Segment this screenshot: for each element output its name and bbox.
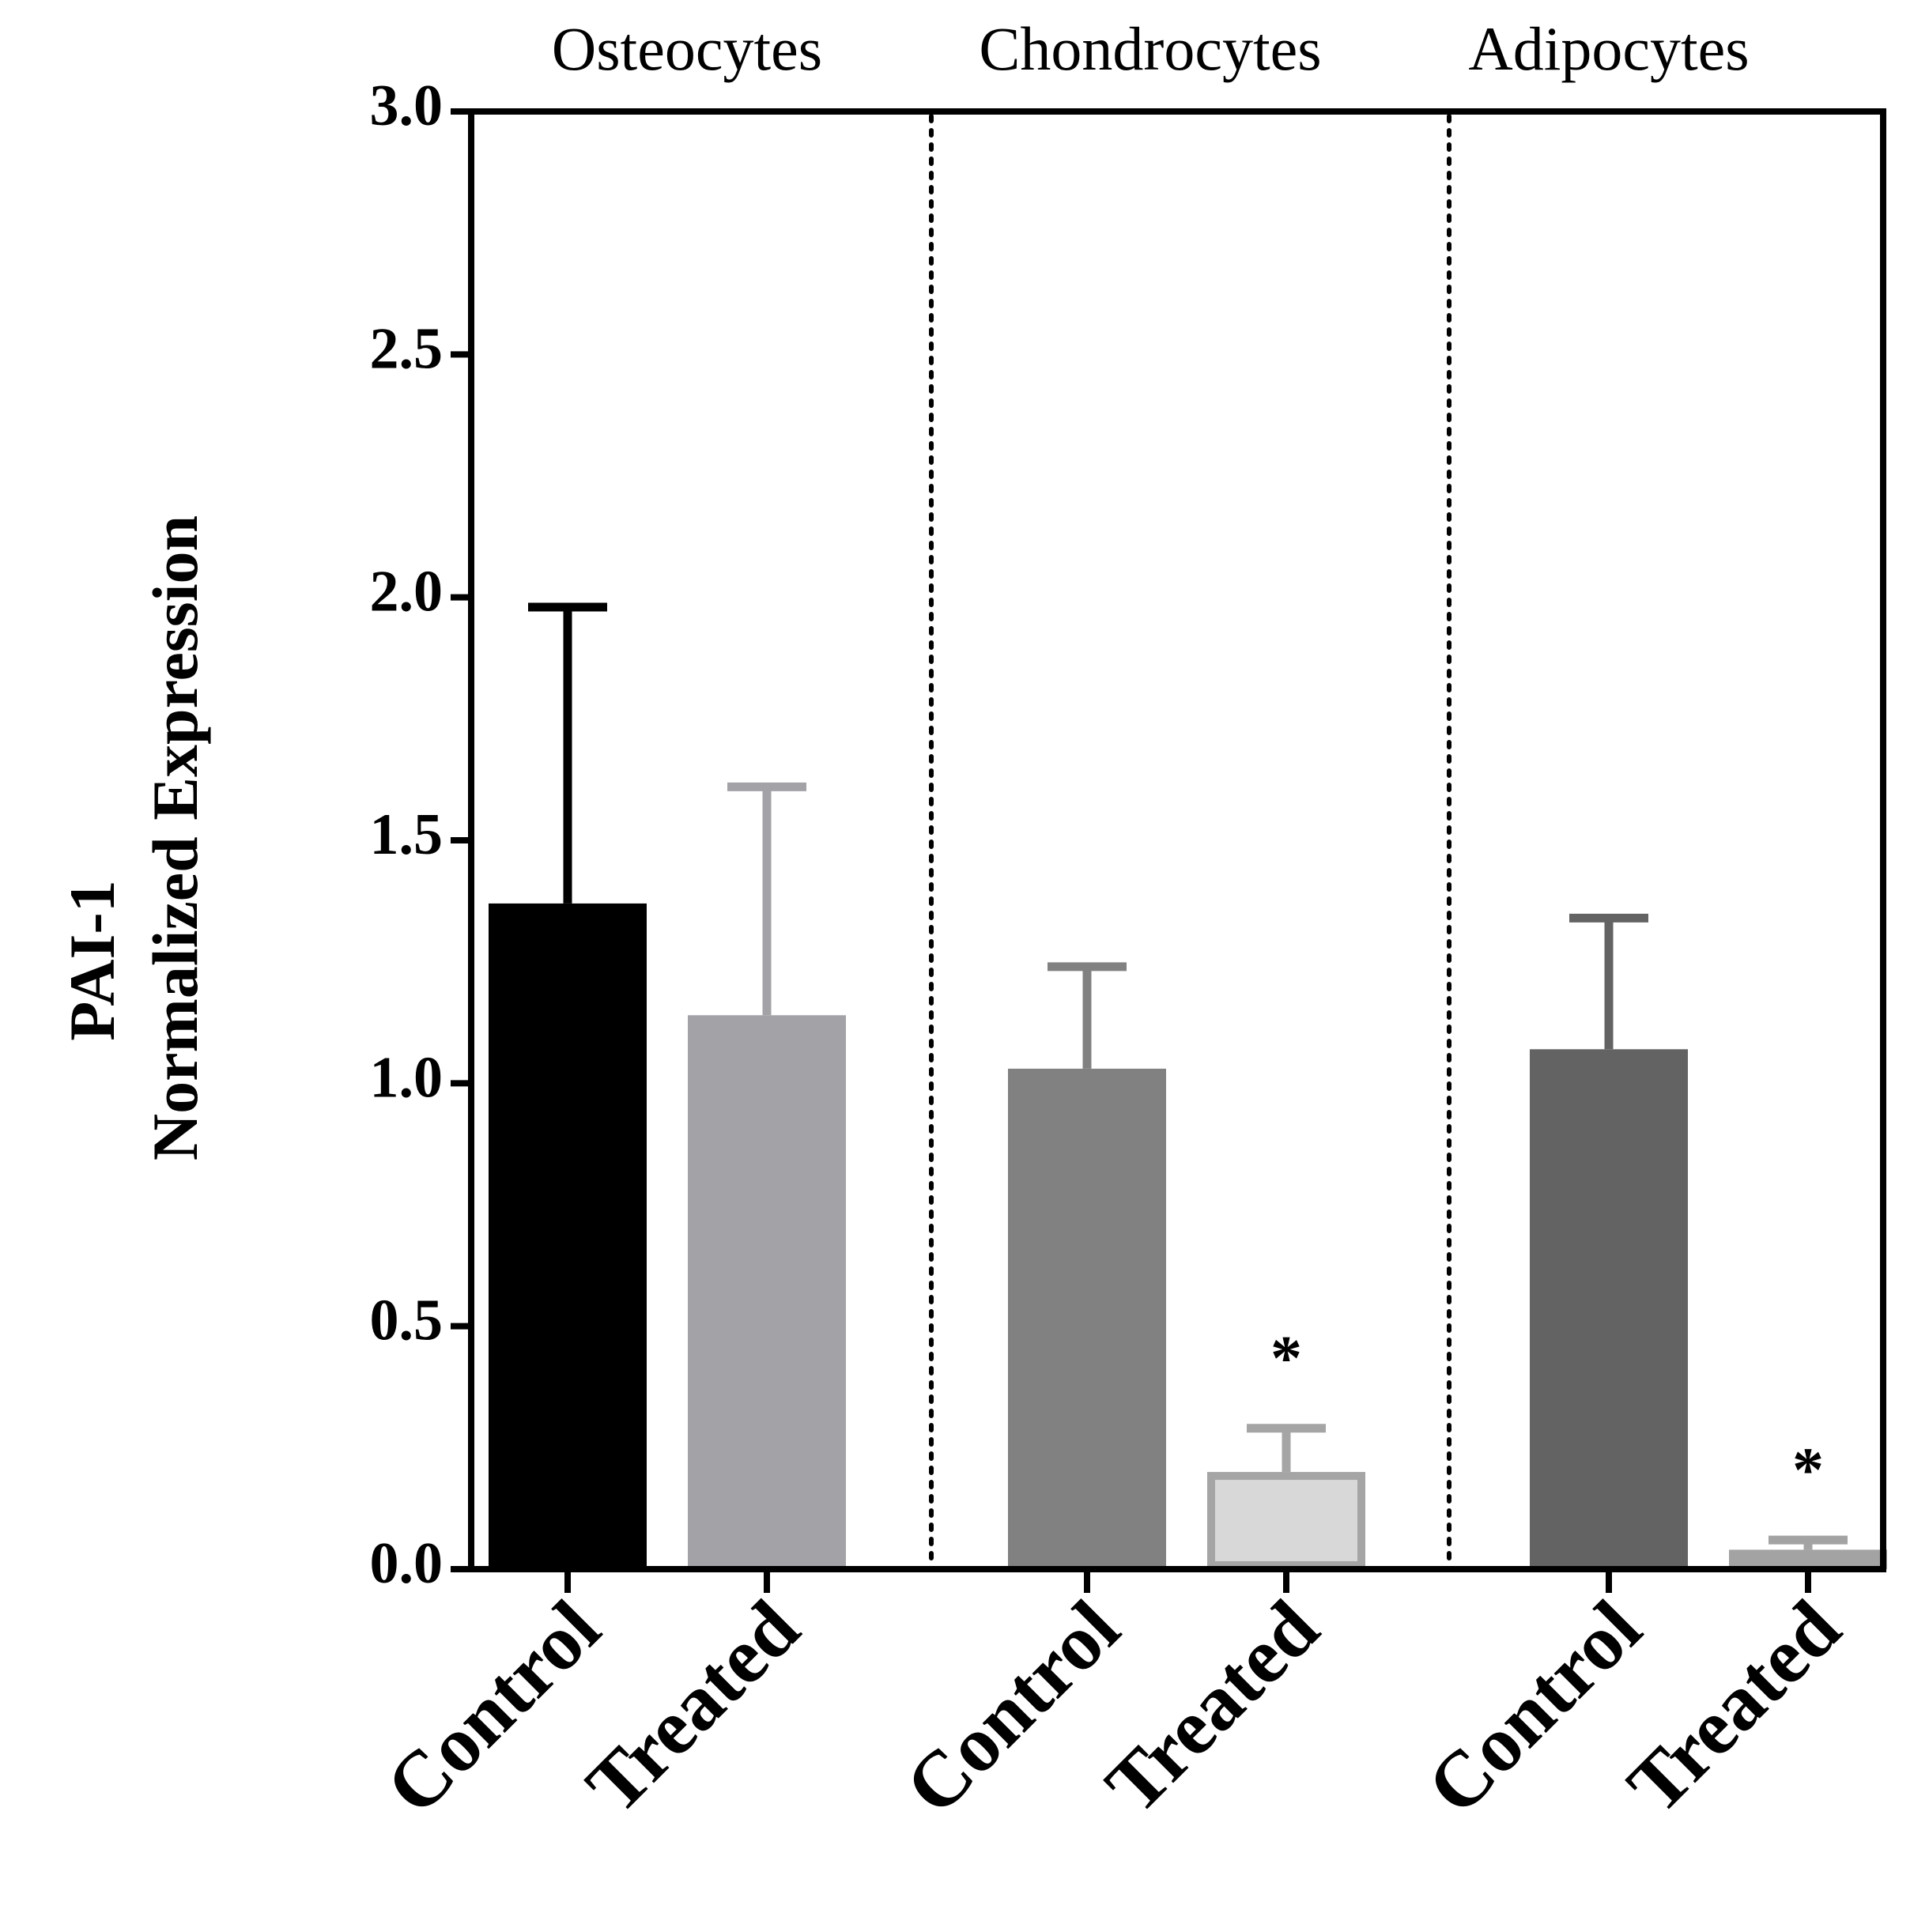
y-tick-label: 3.0 (370, 74, 444, 138)
y-tick-label: 2.5 (370, 316, 444, 381)
y-tick-label: 0.0 (370, 1531, 444, 1596)
y-tick-label: 2.0 (370, 560, 444, 625)
x-tick-label: Treated (1089, 1583, 1335, 1830)
group-title: Osteocytes (552, 14, 822, 83)
bar (1729, 1549, 1887, 1569)
y-axis-label-line2: Normalized Expression (139, 515, 211, 1160)
group-title: Chondrocytes (979, 14, 1321, 83)
x-tick-label: Control (1410, 1583, 1658, 1831)
annotations-layer: ** (1270, 1324, 1824, 1505)
bar (1530, 1049, 1688, 1569)
significance-marker: * (1270, 1324, 1302, 1394)
group-separators (929, 114, 1451, 1568)
y-tick-label: 1.0 (370, 1045, 444, 1110)
y-axis: 0.0 0.5 1.0 1.5 2.0 2.5 3.0 (370, 74, 471, 1596)
significance-marker: * (1792, 1436, 1824, 1505)
bars-layer (489, 903, 1887, 1569)
x-tick-label: Control (889, 1583, 1136, 1831)
x-tick-label: Treated (569, 1583, 816, 1830)
bar (1008, 1068, 1166, 1569)
group-title: Adipocytes (1468, 14, 1749, 83)
x-tick-label: Control (369, 1583, 617, 1831)
bar (1207, 1472, 1365, 1569)
y-axis-label: PAI-1 Normalized Expression (56, 515, 211, 1160)
bar (688, 1015, 846, 1569)
error-bars-layer (528, 602, 1848, 1550)
y-tick-label: 1.5 (370, 802, 444, 867)
group-titles: Osteocytes Chondrocytes Adipocytes (552, 14, 1750, 83)
x-tick-label: Treated (1610, 1583, 1857, 1830)
y-axis-label-line1: PAI-1 (56, 880, 128, 1040)
bar (489, 903, 647, 1569)
y-tick-label: 0.5 (370, 1289, 444, 1353)
